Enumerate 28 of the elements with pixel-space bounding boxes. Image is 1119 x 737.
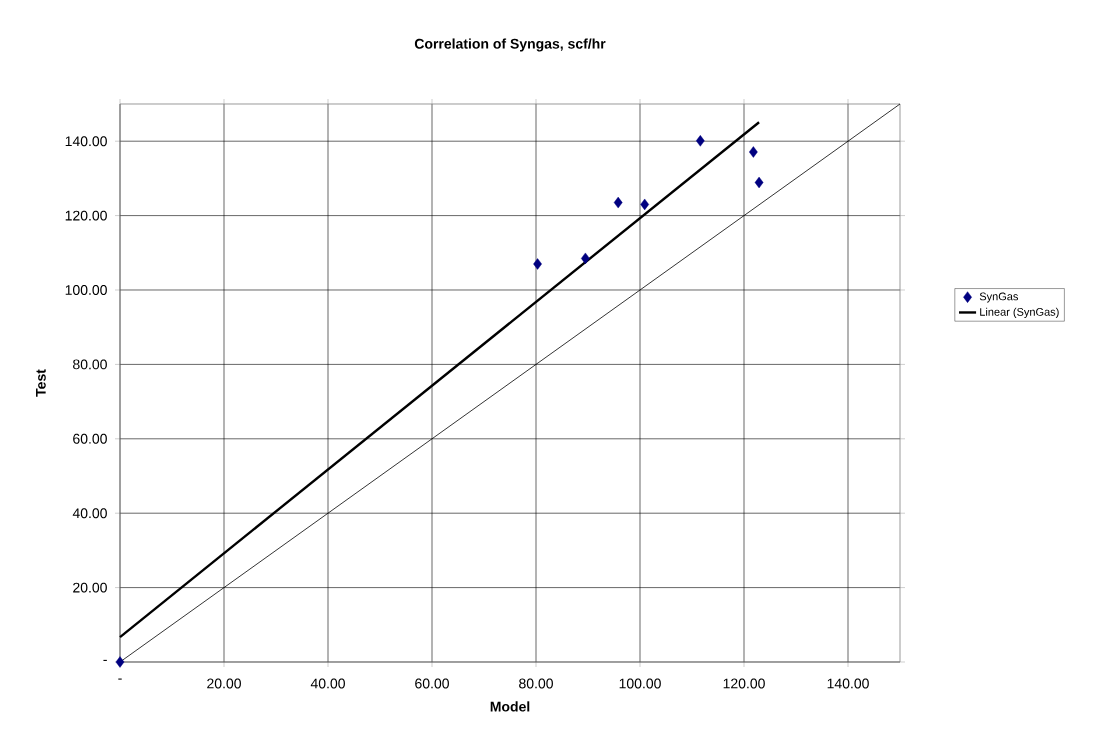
- x-tick-label: 20.00: [207, 678, 241, 689]
- point: [640, 198, 650, 211]
- point: [754, 176, 764, 189]
- x-tick-label: 40.00: [310, 678, 345, 689]
- point: [696, 135, 705, 147]
- x-tick-label: 100.00: [619, 678, 661, 689]
- chart-title: Correlation of Syngas, scf/hr: [414, 38, 606, 52]
- x-tick-label: 140.00: [827, 678, 869, 689]
- y-tick-label: 140.00: [65, 136, 107, 147]
- point: [749, 146, 758, 158]
- point: [613, 196, 623, 209]
- x-tick-label: 120.00: [723, 678, 765, 689]
- x-tick-label: 80.00: [519, 678, 553, 689]
- y-tick-label: 40.00: [72, 508, 107, 519]
- y-tick-label: -: [103, 659, 107, 661]
- x-tick-label: 60.00: [415, 678, 449, 689]
- x-axis-title: Model: [490, 701, 530, 712]
- legend-label: SynGas: [979, 292, 1019, 303]
- point: [115, 656, 125, 668]
- y-tick-label: 120.00: [65, 210, 107, 221]
- legend-label: Linear (SynGas): [980, 307, 1059, 318]
- point: [533, 258, 542, 270]
- y-tick-label: 80.00: [73, 359, 107, 370]
- y-tick-label: 100.00: [65, 285, 107, 295]
- y-tick-label: 60.00: [73, 433, 107, 444]
- x-tick-label: -: [118, 678, 122, 680]
- y-tick-label: 20.00: [73, 582, 107, 593]
- y-axis-title: Test: [36, 369, 46, 397]
